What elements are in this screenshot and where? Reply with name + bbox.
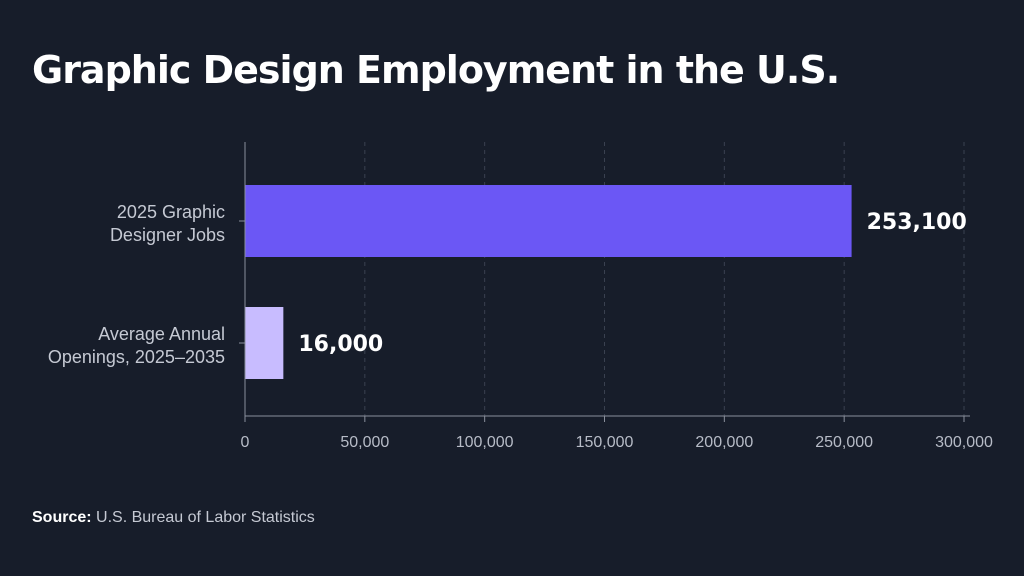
- x-tick-label-3: 150,000: [576, 434, 634, 451]
- x-tick-label-4: 200,000: [695, 434, 753, 451]
- x-axis-ticks: 0 50,000 100,000 150,000 200,000 250,000 300,0…: [239, 220, 993, 451]
- category-label-0: 2025 Graphic Designer Jobs: [110, 202, 225, 245]
- chart-title: Graphic Design Employment in the U.S.: [32, 48, 840, 92]
- gridlines: [364, 142, 965, 416]
- value-label-1: 16,000: [298, 332, 383, 357]
- category-label-1: Average Annual Openings, 2025–2035: [48, 324, 225, 367]
- x-tick-label-2: 100,000: [456, 434, 514, 451]
- source-key: Source:: [32, 509, 92, 526]
- x-tick-label-5: 250,000: [815, 434, 873, 451]
- x-tick-label-1: 50,000: [340, 434, 389, 451]
- labels: 253,100 2025 Graphic Designer Jobs 16,000 Av…: [48, 202, 967, 367]
- x-tick-label-6: 300,000: [935, 434, 993, 451]
- source-note: Source: U.S. Bureau of Labor Statistics: [32, 509, 315, 527]
- x-tick-label-0: 0: [241, 434, 250, 451]
- value-label-0: 253,100: [867, 210, 967, 235]
- bar-1: [245, 307, 284, 379]
- bar-0: [245, 185, 852, 257]
- source-text: U.S. Bureau of Labor Statistics: [96, 509, 315, 526]
- bars: [245, 185, 852, 379]
